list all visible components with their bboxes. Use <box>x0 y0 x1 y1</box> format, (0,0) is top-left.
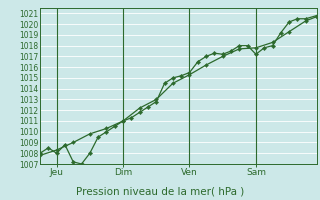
Text: Pression niveau de la mer( hPa ): Pression niveau de la mer( hPa ) <box>76 186 244 196</box>
